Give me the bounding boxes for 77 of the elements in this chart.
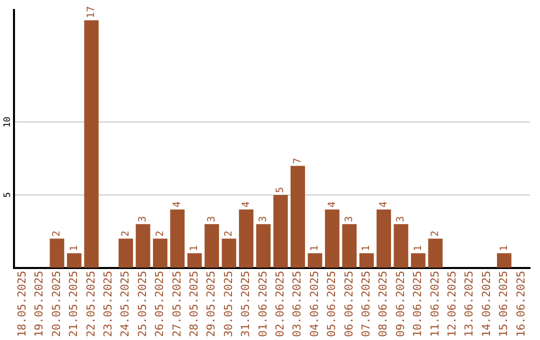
x-tick-label: 16.06.2025 [514,270,528,338]
data-label: 4 [240,201,252,208]
x-tick-label: 03.06.2025 [290,270,304,338]
bar [394,224,408,268]
bar [359,253,374,268]
data-label: 1 [68,245,80,252]
data-label: 3 [396,216,407,222]
x-tick-label: 30.05.2025 [222,270,235,338]
x-tick-label: 09.06.2025 [394,270,407,338]
data-label: 3 [138,216,149,222]
bar [152,238,168,268]
x-tick-label: 29.05.2025 [204,270,218,338]
x-tick-label: 06.06.2025 [342,270,356,338]
bar [66,253,82,268]
y-tick-label: 10 [2,116,13,128]
bar [204,224,220,268]
data-label: 1 [361,245,372,252]
data-label: 2 [430,230,441,237]
data-label: 2 [120,230,132,237]
data-label: 1 [412,245,424,252]
data-label: 2 [52,230,63,237]
data-label: 3 [258,216,269,222]
data-label: 2 [224,230,235,237]
x-tick-label: 11.06.2025 [428,270,442,338]
bar [376,210,392,268]
x-tick-label: 05.06.2025 [325,270,338,338]
bar [273,194,288,268]
bar [50,238,64,268]
data-label: 4 [172,201,183,208]
x-tick-label: 26.05.2025 [153,270,166,338]
bar [290,166,306,268]
x-tick-label: 21.05.2025 [67,270,80,338]
bar [308,253,322,268]
x-tick-label: 01.06.2025 [256,270,270,338]
bar [428,238,443,268]
data-label: 3 [344,216,355,222]
x-tick-label: 18.05.2025 [15,270,28,338]
x-tick-label: 28.05.2025 [187,270,200,338]
data-label: 1 [310,245,321,252]
data-label: 2 [154,230,166,237]
x-tick-label: 22.05.2025 [84,270,98,338]
data-label: 1 [498,245,510,252]
data-label: 3 [206,216,218,222]
x-tick-label: 02.06.2025 [273,270,286,338]
x-tick-label: 31.05.2025 [239,270,252,338]
bar [187,253,202,268]
bar [84,20,99,268]
data-label: 4 [326,201,338,208]
x-tick-label: 10.06.2025 [411,270,424,338]
bar [238,210,254,268]
bar [410,253,426,268]
x-tick-label: 04.06.2025 [308,270,321,338]
data-label: 1 [189,245,200,252]
x-tick-label: 24.05.2025 [118,270,132,338]
x-tick-label: 27.05.2025 [170,270,184,338]
bar [496,253,512,268]
bar [342,224,357,268]
bar [256,224,271,268]
data-label: 5 [275,186,286,193]
bar [324,210,340,268]
x-tick-label: 14.06.2025 [480,270,493,338]
x-tick-label: 20.05.2025 [50,270,63,338]
data-label: 4 [378,201,390,208]
data-label: 17 [86,6,97,18]
bar [170,210,185,268]
x-tick-label: 08.06.2025 [376,270,390,338]
bar [118,238,134,268]
x-tick-label: 07.06.2025 [359,270,372,338]
bar [136,224,150,268]
data-label: 7 [292,158,304,164]
x-tick-label: 19.05.2025 [32,270,46,338]
bar [222,238,236,268]
x-tick-label: 13.06.2025 [462,270,476,338]
x-tick-label: 15.06.2025 [497,270,510,338]
x-tick-label: 23.05.2025 [101,270,114,338]
x-tick-label: 25.05.2025 [136,270,149,338]
x-tick-label: 12.06.2025 [445,270,458,338]
